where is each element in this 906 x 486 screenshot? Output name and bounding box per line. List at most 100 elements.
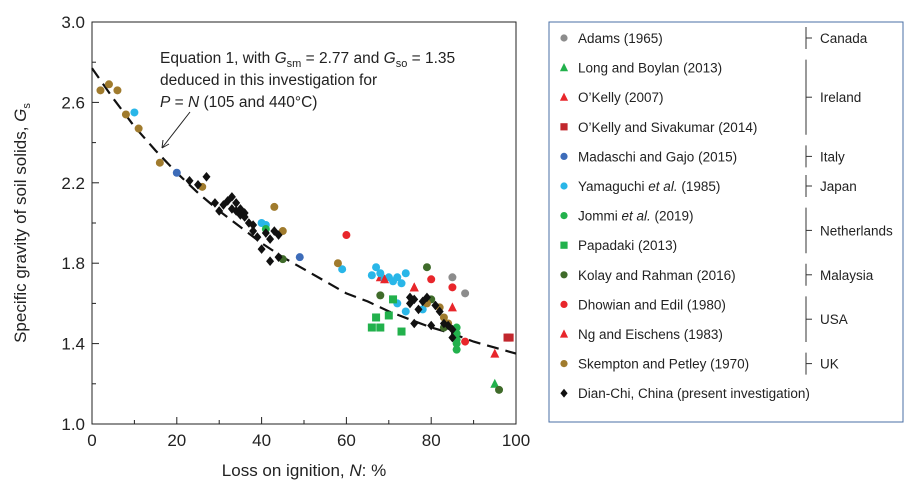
series-long-and-boylan-2013 — [490, 378, 500, 388]
legend-label: Long and Boylan (2013) — [578, 61, 722, 76]
legend-group-label: UK — [820, 357, 839, 372]
data-point — [448, 283, 457, 292]
legend-marker — [560, 123, 568, 131]
x-tick-label: 0 — [87, 431, 96, 450]
data-point — [261, 228, 270, 238]
legend-label: Adams (1965) — [578, 31, 663, 46]
axis-ticks: 0 20 40 60 80 100 1.0 1.4 1.8 2.2 2.6 3.0 — [61, 13, 530, 450]
series-adams-1965 — [448, 273, 470, 298]
legend: Adams (1965) Long and Boylan (2013) O’Kell… — [559, 27, 893, 401]
data-point — [253, 232, 262, 242]
annotation-line-2: deduced in this investigation for — [160, 72, 377, 89]
legend-group-label: USA — [820, 312, 848, 327]
annotation-pointer-line — [161, 111, 191, 149]
series-jommi-et-al-2019 — [261, 225, 461, 354]
data-point — [372, 263, 381, 272]
annotation-line-1: Equation 1, with Gsm = 2.77 and Gso = 1.… — [160, 50, 455, 70]
data-point — [397, 279, 406, 288]
data-point — [270, 202, 279, 211]
data-point — [410, 318, 419, 329]
data-point — [448, 273, 457, 282]
data-point — [240, 212, 249, 222]
legend-label: Madaschi and Gajo (2015) — [578, 149, 737, 164]
data-point — [448, 324, 457, 335]
data-point — [397, 327, 406, 336]
data-point — [232, 198, 241, 208]
x-tick-label: 20 — [167, 431, 186, 450]
y-tick-label: 2.6 — [61, 93, 85, 112]
data-point — [490, 348, 500, 358]
data-point — [367, 271, 376, 280]
data-point — [490, 378, 500, 388]
data-point — [376, 323, 385, 332]
data-point — [172, 168, 181, 177]
legend-group-label: Canada — [820, 31, 868, 46]
data-points-layer — [96, 80, 514, 394]
legend-label: Kolay and Rahman (2016) — [578, 268, 736, 283]
legend-group-canada: Canada — [805, 27, 868, 49]
legend-item-madaschi-and-gajo-2015: Madaschi and Gajo (2015) — [560, 149, 737, 164]
data-point — [376, 269, 385, 278]
legend-marker — [560, 34, 568, 42]
y-tick-label: 3.0 — [61, 13, 85, 32]
data-point — [155, 158, 164, 167]
legend-item-jommi-et-al-2019: Jommi et al. (2019) — [560, 209, 694, 224]
data-point — [274, 252, 283, 262]
equation-annotation: Equation 1, with Gsm = 2.77 and Gso = 1.… — [160, 50, 455, 149]
legend-group-netherlands: Netherlands — [805, 207, 893, 254]
legend-group-ireland: Ireland — [805, 59, 861, 135]
legend-item-adams-1965: Adams (1965) — [560, 31, 663, 46]
data-point — [452, 339, 461, 348]
legend-marker — [560, 271, 568, 279]
data-point — [121, 110, 130, 119]
data-point — [384, 311, 393, 320]
data-point — [409, 282, 419, 292]
data-point — [447, 302, 457, 312]
data-point — [333, 259, 342, 268]
data-point — [393, 273, 402, 282]
legend-group-japan: Japan — [805, 175, 857, 197]
data-point — [427, 275, 436, 284]
legend-label: O’Kelly and Sivakumar (2014) — [578, 120, 757, 135]
equation-curve-layer — [91, 67, 517, 355]
legend-marker — [559, 329, 569, 338]
data-point — [130, 108, 139, 117]
x-tick-label: 100 — [502, 431, 530, 450]
legend-item-skempton-and-petley-1970: Skempton and Petley (1970) — [560, 357, 749, 372]
legend-item-kolay-and-rahman-2016: Kolay and Rahman (2016) — [560, 268, 736, 283]
legend-item-o-kelly-and-sivakumar-2014: O’Kelly and Sivakumar (2014) — [560, 120, 757, 135]
legend-marker — [559, 92, 569, 101]
data-point — [422, 292, 431, 303]
legend-item-dhowian-and-edil-1980: Dhowian and Edil (1980) — [560, 297, 726, 312]
legend-item-ng-and-eischens-1983: Ng and Eischens (1983) — [559, 327, 723, 342]
legend-item-o-kelly-2007: O’Kelly (2007) — [559, 90, 664, 105]
legend-marker — [560, 152, 568, 160]
series-ng-and-eischens-1983 — [380, 274, 419, 292]
data-point — [270, 226, 279, 236]
legend-item-yamaguchi-et-al-1985: Yamaguchi et al. (1985) — [560, 179, 720, 194]
data-point — [113, 86, 122, 95]
annotation-line-3: P = N (105 and 440°C) — [160, 94, 317, 111]
data-point — [194, 180, 202, 190]
data-point — [389, 295, 398, 304]
legend-label: Dian-Chi, China (present investigation) — [578, 386, 810, 401]
data-point — [414, 304, 423, 315]
data-point — [448, 332, 457, 343]
data-point — [367, 323, 376, 332]
data-point — [376, 291, 385, 300]
data-point — [439, 313, 448, 322]
data-point — [274, 230, 283, 240]
data-point — [134, 124, 143, 133]
y-tick-label: 2.2 — [61, 174, 85, 193]
data-point — [338, 265, 347, 274]
x-tick-label: 60 — [337, 431, 356, 450]
legend-box — [548, 21, 904, 423]
data-point — [495, 385, 504, 394]
legend-label: Yamaguchi et al. (1985) — [578, 179, 720, 194]
data-point — [215, 206, 224, 216]
x-axis-title: Loss on ignition, N: % — [222, 461, 386, 480]
data-point — [202, 171, 211, 182]
legend-marker — [560, 360, 568, 368]
legend-group-label: Italy — [820, 149, 845, 164]
